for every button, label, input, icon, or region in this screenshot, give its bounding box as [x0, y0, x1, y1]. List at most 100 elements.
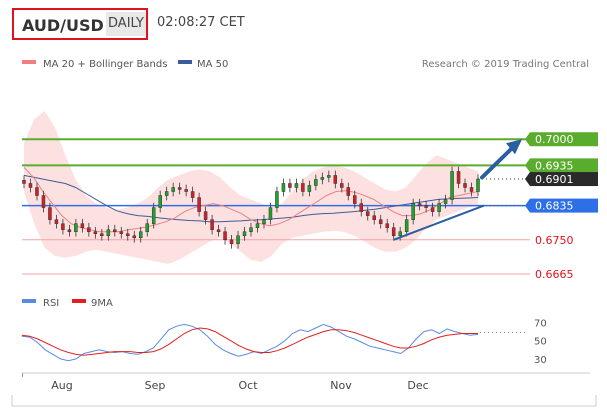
- rsi-line: [21, 323, 479, 362]
- candle-body: [236, 235, 240, 245]
- candle-body: [417, 203, 422, 206]
- candle-body: [223, 231, 227, 241]
- rsi-ma-line: [21, 327, 478, 356]
- candle-body: [190, 191, 195, 198]
- candle-body: [48, 207, 52, 220]
- level-label-pointer: [525, 158, 530, 173]
- candle-body: [61, 223, 65, 230]
- candle-body: [100, 233, 104, 237]
- level-label-0.6901: 0.6901: [535, 173, 574, 186]
- candle-body: [210, 219, 214, 230]
- support-trendline: [393, 204, 485, 241]
- candle-body: [437, 203, 441, 212]
- candle-body: [391, 227, 396, 237]
- rsi-plot-area: 70 50 30: [21, 319, 547, 366]
- candle-body: [307, 185, 312, 192]
- candle-body: [35, 187, 39, 196]
- level-label-0.6935: 0.6935: [535, 159, 574, 172]
- ma20-line: [23, 167, 479, 233]
- candle-body: [469, 187, 474, 192]
- level-label-pointer: [525, 172, 530, 187]
- candle-body: [41, 195, 46, 208]
- projection-arrow-shaft: [480, 144, 516, 180]
- candle-body: [203, 211, 208, 220]
- x-axis-label-aug: Aug: [51, 379, 72, 392]
- level-label-0.6835: 0.6835: [535, 200, 574, 213]
- candle-body: [242, 231, 247, 237]
- level-label-bg-0.6901: [530, 172, 598, 187]
- candle-body: [327, 175, 331, 178]
- candle-body: [151, 207, 156, 224]
- candle-body: [28, 183, 33, 188]
- candle-body: [132, 235, 137, 239]
- research-credit: Research © 2019 Trading Central: [422, 59, 589, 70]
- candle-body: [443, 199, 448, 204]
- candle-body: [463, 183, 467, 188]
- level-label-pointer: [525, 198, 530, 213]
- candle-body: [197, 197, 201, 212]
- candle-body: [164, 191, 169, 196]
- candle-body: [54, 219, 59, 224]
- candle-body: [249, 227, 253, 232]
- ma50-legend-swatch: [178, 60, 192, 64]
- candle-body: [378, 219, 383, 224]
- candle-body: [476, 178, 480, 192]
- candle-body: [126, 233, 130, 237]
- instrument-title-box[interactable]: AUD/USD DAILY: [12, 8, 148, 40]
- candle-body: [398, 231, 402, 237]
- candle-body: [301, 183, 305, 192]
- level-label-0.7000: 0.7000: [535, 133, 574, 146]
- x-axis-label-sep: Sep: [145, 379, 166, 392]
- candle-body: [340, 183, 344, 188]
- candle-body: [229, 239, 234, 245]
- chart-header: AUD/USD DAILY 02:08:27 CET: [0, 0, 607, 44]
- x-axis-label-nov: Nov: [330, 379, 352, 392]
- candle-body: [385, 223, 389, 228]
- candle-body: [184, 189, 188, 192]
- instrument-pair: AUD/USD: [22, 16, 104, 35]
- candle-body: [314, 179, 318, 186]
- bollinger-band: [24, 111, 478, 264]
- candle-body: [288, 183, 292, 188]
- x-axis-label-dec: Dec: [407, 379, 428, 392]
- candle-body: [359, 203, 364, 212]
- level-label-pointer: [525, 132, 530, 147]
- candle-body: [353, 195, 357, 204]
- candle-body: [346, 187, 351, 196]
- candle-body: [80, 223, 85, 228]
- candle-body: [67, 229, 72, 232]
- candle-body: [450, 171, 454, 200]
- level-label-bg-0.6935: [530, 158, 598, 173]
- candle-body: [281, 183, 286, 192]
- level-label-0.6665: 0.6665: [535, 268, 574, 281]
- candle-body: [365, 211, 370, 216]
- candle-body: [320, 177, 325, 180]
- candle-body: [275, 191, 279, 208]
- candle-body: [411, 203, 415, 220]
- level-label-bg-0.7000: [530, 132, 598, 147]
- candle-body: [113, 229, 117, 232]
- candle-body: [456, 171, 461, 184]
- timeframe-badge[interactable]: DAILY: [106, 12, 146, 36]
- ma20-legend-label: MA 20 + Bollinger Bands: [43, 59, 167, 70]
- candle-body: [138, 231, 143, 239]
- candle-body: [333, 175, 338, 184]
- level-label-bg-0.6835: [530, 198, 598, 213]
- candle-body: [177, 187, 182, 190]
- rsi-tick-30: 30: [534, 355, 547, 366]
- candle-body: [404, 219, 409, 232]
- candle-body: [93, 231, 98, 234]
- candle-body: [430, 207, 435, 212]
- candle-body: [145, 223, 149, 232]
- x-axis-label-oct: Oct: [238, 379, 258, 392]
- rsi-legend-swatch: [22, 299, 36, 303]
- projection-arrow-head: [506, 139, 522, 155]
- ma9-legend-label: 9MA: [91, 298, 113, 309]
- candle-body: [294, 183, 299, 188]
- candle-body: [216, 229, 221, 232]
- candle-body: [106, 229, 111, 237]
- candle-body: [171, 187, 175, 192]
- candle-body: [424, 205, 428, 208]
